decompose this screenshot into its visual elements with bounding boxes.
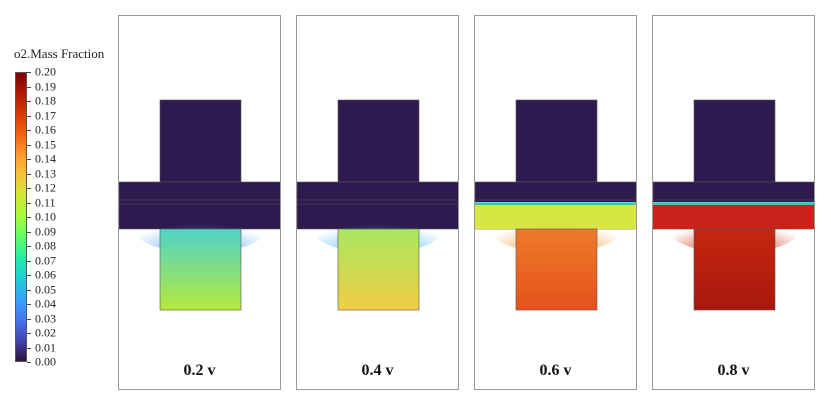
colorbar-tick-label: 0.20 (35, 64, 56, 79)
colorbar-ticks: 0.00 0.01 0.02 0.03 0.04 0.05 0.06 0.07 0.08 0.09… (27, 65, 87, 369)
upper-block (693, 99, 776, 183)
colorbar-tick (27, 115, 31, 117)
colorbar-tick-label: 0.07 (35, 253, 56, 267)
panel-label: 0.6 v (539, 362, 572, 379)
colorbar-tick-label: 0.10 (35, 209, 56, 224)
colorbar-tick-label: 0.09 (35, 224, 56, 238)
panel-plot (653, 99, 814, 311)
colorbar-tick-label: 0.16 (35, 122, 56, 137)
colorbar-tick (27, 318, 31, 320)
colorbar-tick (27, 304, 31, 305)
lower-block (159, 228, 242, 311)
panel-label: 0.4 v (361, 362, 394, 379)
panel-0-6v: 0.6 v (474, 15, 637, 390)
colorbar-tick (27, 289, 31, 291)
colorbar-tick-label: 0.14 (35, 151, 56, 166)
colorbar-tick (27, 275, 31, 276)
colorbar-tick (27, 333, 31, 334)
colorbar-tick (27, 86, 31, 88)
colorbar-tick (27, 217, 31, 218)
colorbar (15, 72, 27, 362)
plate-band-edge (653, 202, 814, 205)
colorbar-tick-label: 0.18 (35, 93, 56, 108)
colorbar-tick (27, 72, 31, 73)
colorbar-tick-label: 0.19 (35, 79, 56, 93)
colorbar-tick (27, 159, 31, 160)
panel-plot (475, 99, 636, 311)
upper-block (159, 99, 242, 183)
colorbar-tick-label: 0.15 (35, 137, 56, 151)
legend-title: o2.Mass Fraction (14, 46, 105, 61)
colorbar-tick-label: 0.00 (35, 354, 56, 369)
lower-block (515, 228, 598, 311)
upper-block (337, 99, 420, 183)
colorbar-tick-label: 0.08 (35, 238, 56, 253)
panel-0-4v: 0.4 v (296, 15, 459, 390)
lower-block (337, 228, 420, 311)
colorbar-tick-label: 0.06 (35, 267, 56, 282)
colorbar-tick (27, 173, 31, 175)
colorbar-tick-label: 0.02 (35, 325, 56, 340)
colorbar-tick (27, 260, 31, 262)
colorbar-tick-label: 0.03 (35, 311, 56, 325)
colorbar-tick (27, 188, 31, 189)
colorbar-tick (27, 101, 31, 102)
colorbar-tick-label: 0.13 (35, 166, 56, 180)
colorbar-tick-label: 0.12 (35, 180, 56, 195)
colorbar-tick (27, 347, 31, 349)
colorbar-tick-label: 0.17 (35, 108, 56, 122)
colorbar-tick (27, 246, 31, 247)
colorbar-tick-label: 0.11 (35, 195, 56, 209)
colorbar-tick (27, 362, 31, 363)
colorbar-tick (27, 202, 31, 204)
colorbar-tick (27, 144, 31, 146)
panel-0-8v: 0.8 v (652, 15, 815, 390)
lower-block (693, 228, 776, 311)
upper-block (515, 99, 598, 183)
panel-plot (119, 99, 280, 311)
panel-0-2v: 0.2 v (118, 15, 281, 390)
panel-label: 0.2 v (183, 362, 216, 379)
colorbar-tick (27, 130, 31, 131)
plate-band-edge (475, 202, 636, 205)
colorbar-tick-label: 0.05 (35, 282, 56, 296)
colorbar-tick-label: 0.01 (35, 340, 56, 354)
panel-plot (297, 99, 458, 311)
colorbar-tick (27, 231, 31, 233)
colorbar-tick-label: 0.04 (35, 296, 56, 311)
panel-label: 0.8 v (717, 362, 750, 379)
